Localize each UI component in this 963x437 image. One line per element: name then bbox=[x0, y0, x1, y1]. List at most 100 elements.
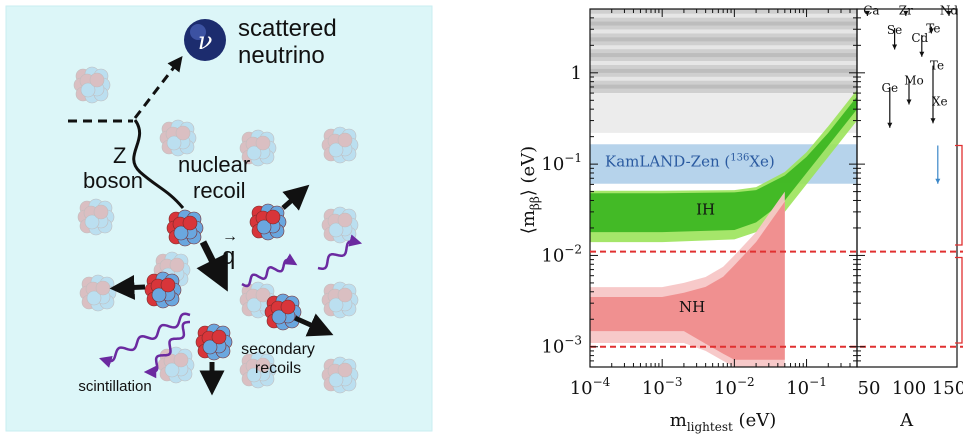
scattered-neutrino-label-1: scattered bbox=[238, 15, 337, 42]
nucleon bbox=[246, 297, 262, 313]
recoil-arrow-icon bbox=[281, 184, 310, 211]
nucleon bbox=[265, 209, 281, 225]
q-vector-arrow-icon: → bbox=[222, 228, 238, 245]
nucleon bbox=[332, 217, 348, 233]
nucleon bbox=[84, 77, 100, 93]
nucleon bbox=[164, 251, 180, 267]
nucleon bbox=[90, 274, 106, 290]
nucleon bbox=[89, 81, 105, 97]
nuclear-label: nuclear bbox=[178, 152, 250, 177]
nucleon bbox=[341, 376, 357, 392]
cevns-illustration: ν scattered neutrino Z boson nuclear rec… bbox=[5, 5, 433, 432]
secondary-label-1: secondary bbox=[241, 341, 315, 358]
nucleon bbox=[170, 119, 186, 135]
boson-label: boson bbox=[83, 168, 143, 193]
nucleon bbox=[168, 357, 184, 373]
nucleon bbox=[93, 86, 109, 102]
nucleon bbox=[79, 218, 95, 234]
nucleon bbox=[245, 136, 261, 152]
nucleon bbox=[182, 215, 198, 231]
nucleon bbox=[79, 73, 95, 89]
excluded-stripe bbox=[590, 45, 857, 50]
nucleon bbox=[73, 77, 89, 93]
nucleon bbox=[241, 371, 257, 387]
nucleon bbox=[170, 141, 186, 157]
arrow-head-icon bbox=[930, 118, 936, 124]
excluded-stripe bbox=[590, 37, 857, 42]
nh-band-inner bbox=[590, 201, 785, 360]
nucleon bbox=[337, 296, 353, 312]
nucleon bbox=[173, 361, 189, 377]
nucleon bbox=[250, 292, 266, 308]
faded-nucleus-icon bbox=[79, 274, 117, 312]
photon-wave-icon bbox=[317, 234, 363, 270]
nucleon bbox=[79, 200, 95, 216]
nucleon bbox=[332, 126, 348, 142]
faded-nucleus-icon bbox=[321, 126, 359, 164]
nucleon bbox=[246, 367, 262, 383]
nu-symbol: ν bbox=[198, 27, 213, 55]
photon-wave-icon bbox=[241, 253, 298, 288]
momentum-transfer-arrow bbox=[196, 240, 228, 292]
nucleon bbox=[327, 363, 343, 379]
nucleon bbox=[332, 303, 348, 319]
nucleon bbox=[83, 205, 99, 221]
nucleon bbox=[161, 121, 177, 137]
nucleon bbox=[327, 133, 343, 149]
nucleon bbox=[179, 357, 195, 373]
nucleon bbox=[323, 283, 339, 299]
nucleon bbox=[250, 140, 266, 156]
excluded-stripe bbox=[590, 13, 857, 18]
isotope-label-ge: Ge bbox=[881, 81, 898, 95]
isotope-label-ca: Ca bbox=[863, 3, 879, 17]
nucleon bbox=[259, 131, 275, 147]
nucleon bbox=[239, 362, 255, 378]
isotope-label-cd: Cd bbox=[911, 31, 928, 45]
nucleon bbox=[97, 200, 113, 216]
nucleon bbox=[327, 213, 343, 229]
photon-wave-icon bbox=[99, 312, 191, 368]
secondary-label-2: recoils bbox=[255, 360, 301, 377]
nucleon bbox=[332, 148, 348, 164]
isotope-label-xe: Xe bbox=[932, 94, 948, 108]
nucleon bbox=[337, 212, 353, 228]
nucleon bbox=[245, 358, 261, 374]
nucleon bbox=[323, 146, 339, 162]
nucleon bbox=[93, 204, 109, 220]
nucleon bbox=[177, 348, 193, 364]
nucleon bbox=[159, 366, 175, 382]
nucleon bbox=[323, 208, 339, 224]
nucleon bbox=[250, 151, 266, 167]
main-plot-area bbox=[590, 9, 857, 367]
excluded-stripe bbox=[590, 76, 857, 81]
nucleon bbox=[259, 283, 275, 299]
nucleon bbox=[321, 217, 337, 233]
faded-nucleus-icon bbox=[157, 346, 195, 384]
nucleon bbox=[341, 146, 357, 162]
nucleon bbox=[84, 214, 100, 230]
nucleon bbox=[173, 352, 189, 368]
side-background bbox=[857, 144, 957, 184]
nucleus-icon bbox=[166, 209, 204, 247]
nucleon bbox=[332, 281, 348, 297]
nucleon bbox=[341, 283, 357, 299]
recoiling-nuclei bbox=[144, 203, 302, 361]
photon-waves bbox=[99, 234, 363, 379]
nucleon bbox=[255, 357, 271, 373]
nucleon bbox=[93, 68, 109, 84]
recoil-arrow-icon bbox=[109, 274, 146, 300]
nucleon bbox=[343, 367, 359, 383]
y-tick-label: 1 bbox=[571, 63, 582, 84]
bracket-ih bbox=[955, 144, 963, 246]
excluded-stripe bbox=[590, 68, 857, 73]
nucleon bbox=[250, 373, 266, 389]
nucleon bbox=[202, 339, 218, 355]
nucleon bbox=[343, 292, 359, 308]
nucleon bbox=[169, 257, 185, 273]
nucleon bbox=[250, 362, 266, 378]
nucleon bbox=[332, 378, 348, 394]
nucleon bbox=[160, 277, 176, 293]
nucleon bbox=[271, 309, 287, 325]
nucleon bbox=[75, 86, 91, 102]
nucleus-icon bbox=[264, 293, 302, 331]
